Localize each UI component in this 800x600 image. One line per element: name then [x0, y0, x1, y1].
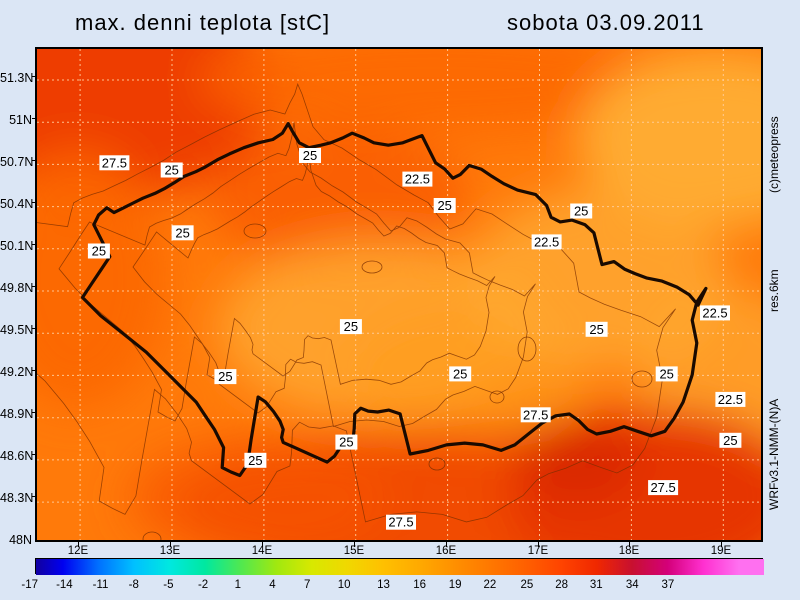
svg-text:27.5: 27.5 [388, 515, 413, 530]
svg-text:22.5: 22.5 [718, 392, 743, 407]
svg-text:25: 25 [303, 148, 317, 163]
svg-text:25: 25 [248, 453, 262, 468]
svg-text:25: 25 [92, 244, 106, 259]
svg-text:25: 25 [659, 366, 673, 381]
svg-text:25: 25 [218, 369, 232, 384]
svg-text:25: 25 [589, 322, 603, 337]
svg-text:25: 25 [164, 163, 178, 178]
svg-text:25: 25 [344, 319, 358, 334]
svg-text:22.5: 22.5 [405, 172, 430, 187]
svg-text:25: 25 [339, 435, 353, 450]
svg-text:25: 25 [453, 366, 467, 381]
svg-text:25: 25 [574, 204, 588, 219]
svg-text:27.5: 27.5 [102, 155, 127, 170]
svg-text:25: 25 [437, 198, 451, 213]
svg-text:25: 25 [175, 225, 189, 240]
svg-text:27.5: 27.5 [650, 480, 675, 495]
svg-text:22.5: 22.5 [534, 234, 559, 249]
svg-text:22.5: 22.5 [702, 305, 727, 320]
svg-text:27.5: 27.5 [523, 407, 548, 422]
svg-text:25: 25 [723, 433, 737, 448]
